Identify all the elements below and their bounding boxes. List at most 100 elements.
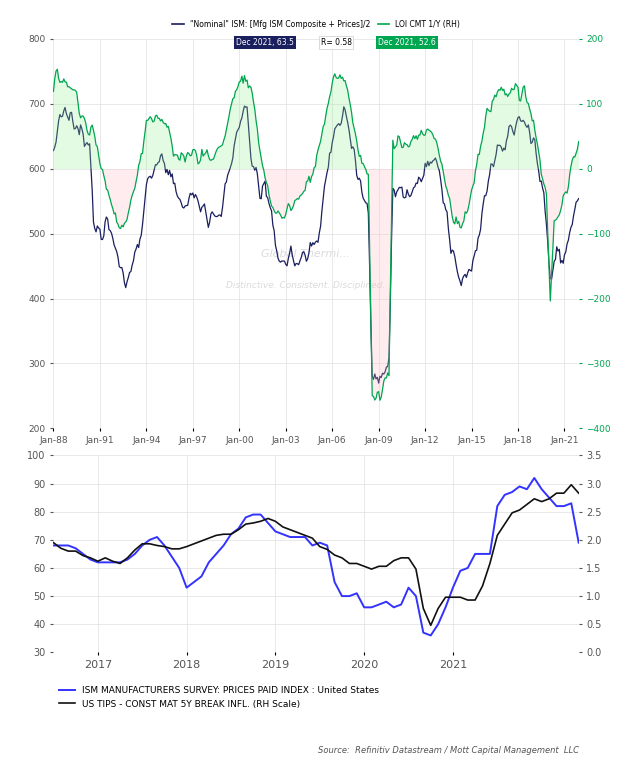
Bar [178, 159, 179, 168]
Bar [195, 151, 196, 168]
Bar [169, 132, 170, 168]
Bar [360, 155, 361, 168]
Bar [87, 134, 89, 168]
Bar [221, 146, 222, 168]
Bar [232, 99, 233, 168]
Bar [413, 136, 414, 168]
Bar [139, 161, 140, 168]
Bar [85, 123, 86, 168]
Bar [502, 90, 503, 168]
Bar [538, 152, 539, 168]
Bar [293, 168, 294, 205]
Bar [559, 168, 560, 215]
Bar [164, 124, 165, 168]
Bar [394, 149, 395, 168]
Bar [338, 78, 339, 168]
Bar [388, 168, 389, 376]
Bar [89, 135, 90, 168]
Bar [260, 158, 262, 168]
Bar [523, 87, 524, 168]
Bar [76, 92, 77, 168]
Bar [374, 168, 376, 400]
Bar [249, 86, 250, 168]
Bar [208, 155, 209, 168]
Bar [384, 168, 386, 378]
Bar [569, 168, 571, 175]
Bar [67, 86, 69, 168]
Bar [253, 102, 254, 168]
Bar [307, 168, 308, 181]
Bar [411, 140, 413, 168]
Bar [318, 150, 319, 168]
Bar [357, 151, 359, 168]
Bar [484, 127, 485, 168]
Bar [279, 168, 280, 213]
Bar [399, 137, 400, 168]
Bar [227, 123, 228, 168]
Bar [535, 137, 537, 168]
Bar [181, 153, 182, 168]
Bar [198, 164, 199, 168]
Bar [464, 168, 465, 212]
Bar [504, 95, 506, 168]
Bar [311, 168, 312, 177]
Bar [512, 90, 513, 168]
Bar [120, 168, 121, 229]
Bar [493, 100, 494, 168]
Bar [577, 149, 578, 168]
Bar [159, 118, 160, 168]
Bar [398, 136, 399, 168]
Bar [281, 168, 282, 218]
Bar [243, 83, 244, 168]
Bar [299, 168, 301, 196]
Bar [408, 147, 409, 168]
Bar [113, 168, 114, 214]
Bar [170, 138, 172, 168]
Bar [133, 168, 134, 191]
Bar [177, 155, 178, 168]
Bar [409, 146, 410, 168]
Bar [378, 168, 379, 391]
Bar [205, 153, 206, 168]
Bar [244, 76, 245, 168]
Bar [201, 149, 203, 168]
Bar [539, 160, 540, 168]
Bar [161, 120, 162, 168]
Bar [321, 134, 323, 168]
Bar [459, 168, 460, 227]
Bar [499, 90, 501, 168]
Bar [368, 168, 369, 174]
Bar [337, 79, 338, 168]
Bar [485, 116, 486, 168]
Bar [71, 89, 72, 168]
Bar [370, 168, 372, 320]
Bar [292, 168, 293, 208]
Bar [373, 168, 374, 397]
Bar [114, 168, 116, 213]
Bar [112, 168, 113, 208]
Bar [458, 168, 459, 222]
Bar [410, 141, 411, 168]
Bar [496, 96, 497, 168]
Bar [314, 167, 316, 168]
Bar [235, 91, 236, 168]
Bar [516, 86, 518, 168]
Bar [62, 83, 63, 168]
Bar [571, 167, 572, 168]
Bar [515, 83, 516, 168]
Bar [167, 127, 168, 168]
Bar [108, 168, 109, 195]
Bar [520, 101, 521, 168]
Bar [156, 115, 157, 168]
Bar [359, 157, 360, 168]
Bar [507, 96, 508, 168]
Bar [552, 168, 554, 248]
Bar [437, 148, 438, 168]
Bar [418, 135, 420, 168]
Bar [199, 163, 200, 168]
Bar [352, 123, 353, 168]
Bar [258, 143, 259, 168]
Bar [59, 83, 60, 168]
Bar [304, 168, 306, 191]
Bar [406, 144, 408, 168]
